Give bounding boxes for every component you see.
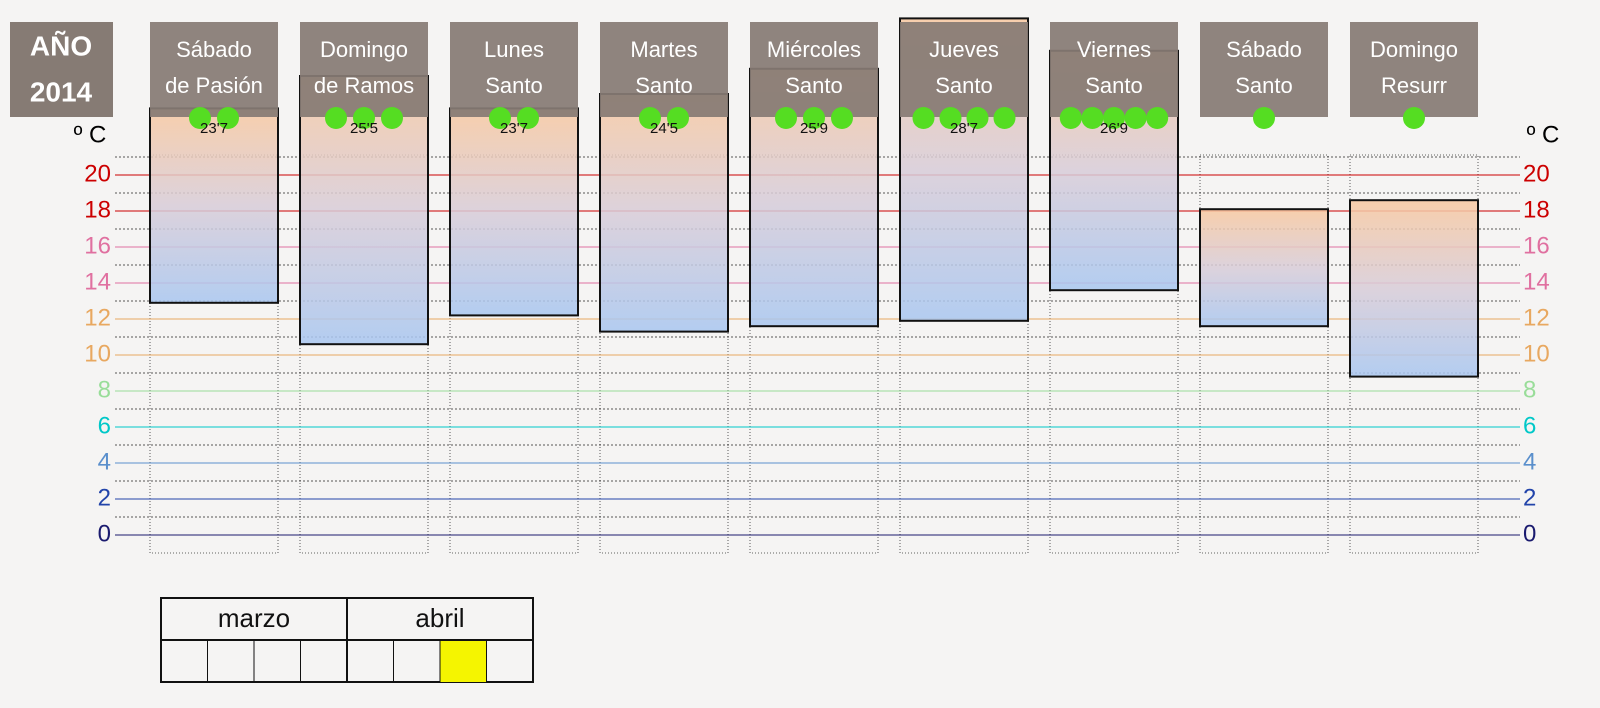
y-tick-label: 12 <box>84 304 111 331</box>
title: AÑO <box>30 30 92 61</box>
y-tick-label: 4 <box>98 448 111 475</box>
y-tick-label: 0 <box>1523 520 1536 547</box>
value-label: 23'7 <box>200 120 228 137</box>
day-header <box>300 22 428 117</box>
marker-dot <box>1146 107 1169 129</box>
marker-dot <box>353 107 375 129</box>
y-tick-label: 2 <box>1523 484 1536 511</box>
day-header <box>1050 22 1178 117</box>
marker-dot <box>939 107 962 129</box>
y-tick-label: 6 <box>98 412 111 439</box>
month-label: abril <box>415 603 464 633</box>
day-label: Santo <box>635 73 693 98</box>
y-tick-label: 10 <box>84 340 111 367</box>
y-tick-label: 10 <box>1523 340 1550 367</box>
value-label: 26'9 <box>1100 120 1128 137</box>
title: 2014 <box>30 76 93 107</box>
marker-dot <box>189 107 211 129</box>
marker-dot <box>217 107 239 129</box>
marker-dot <box>667 107 689 129</box>
marker-dot <box>381 107 403 129</box>
y-axis-label: º C <box>74 121 107 148</box>
day-label: Domingo <box>320 37 408 62</box>
value-label: 25'5 <box>350 120 378 137</box>
y-tick-label: 16 <box>84 232 111 259</box>
day-header <box>1200 22 1328 117</box>
day-label: Martes <box>630 37 697 62</box>
day-label: Resurr <box>1381 73 1447 98</box>
y-tick-label: 8 <box>98 376 111 403</box>
day-label: Jueves <box>929 37 999 62</box>
day-label: de Pasión <box>165 73 263 98</box>
day-header <box>450 22 578 117</box>
day-label: Lunes <box>484 37 544 62</box>
y-tick-label: 6 <box>1523 412 1536 439</box>
y-tick-label: 12 <box>1523 304 1550 331</box>
marker-dot <box>1059 107 1082 129</box>
y-tick-label: 2 <box>98 484 111 511</box>
y-tick-label: 14 <box>84 268 111 295</box>
y-axis-label: º C <box>1527 121 1560 148</box>
day-header <box>750 22 878 117</box>
day-label: Sábado <box>176 37 252 62</box>
day-header <box>150 22 278 117</box>
y-tick-label: 8 <box>1523 376 1536 403</box>
value-label: 24'5 <box>650 120 678 137</box>
day-label: de Ramos <box>314 73 414 98</box>
day-label: Viernes <box>1077 37 1151 62</box>
day-label: Santo <box>485 73 543 98</box>
value-label: 25'9 <box>800 120 828 137</box>
y-tick-label: 16 <box>1523 232 1550 259</box>
day-label: Santo <box>935 73 993 98</box>
marker-dot <box>1124 107 1147 129</box>
temperature-bar <box>149 107 279 304</box>
temperature-bar <box>599 93 729 333</box>
y-tick-label: 20 <box>84 160 111 187</box>
temperature-bar <box>1349 199 1479 378</box>
month-label: marzo <box>218 603 290 633</box>
marker-dot <box>775 107 797 129</box>
y-tick-label: 0 <box>98 520 111 547</box>
y-tick-label: 20 <box>1523 160 1550 187</box>
title-box <box>10 22 113 117</box>
marker-dot <box>803 107 825 129</box>
day-header <box>900 22 1028 117</box>
day-header <box>1350 22 1478 117</box>
y-tick-label: 18 <box>84 196 111 223</box>
value-label: 23'7 <box>500 120 528 137</box>
marker-dot <box>639 107 661 129</box>
marker-dot <box>489 107 511 129</box>
marker-dot <box>1403 107 1425 129</box>
y-tick-label: 18 <box>1523 196 1550 223</box>
marker-dot <box>912 107 935 129</box>
column-frame <box>1199 154 1329 554</box>
value-label: 28'7 <box>950 120 978 137</box>
day-label: Santo <box>1085 73 1143 98</box>
marker-dot <box>993 107 1016 129</box>
marker-dot <box>325 107 347 129</box>
day-label: Santo <box>1235 73 1293 98</box>
day-label: Santo <box>785 73 843 98</box>
marker-dot <box>966 107 989 129</box>
marker-dot <box>1081 107 1104 129</box>
marker-dot <box>517 107 539 129</box>
calendar-highlight <box>440 640 487 682</box>
y-tick-label: 4 <box>1523 448 1536 475</box>
day-header <box>600 22 728 117</box>
day-label: Sábado <box>1226 37 1302 62</box>
marker-dot <box>1253 107 1275 129</box>
day-label: Domingo <box>1370 37 1458 62</box>
temperature-bar <box>1199 208 1329 328</box>
marker-dot <box>831 107 853 129</box>
temperature-bar <box>449 107 579 317</box>
marker-dot <box>1103 107 1125 129</box>
y-tick-label: 14 <box>1523 268 1550 295</box>
day-label: Miércoles <box>767 37 861 62</box>
